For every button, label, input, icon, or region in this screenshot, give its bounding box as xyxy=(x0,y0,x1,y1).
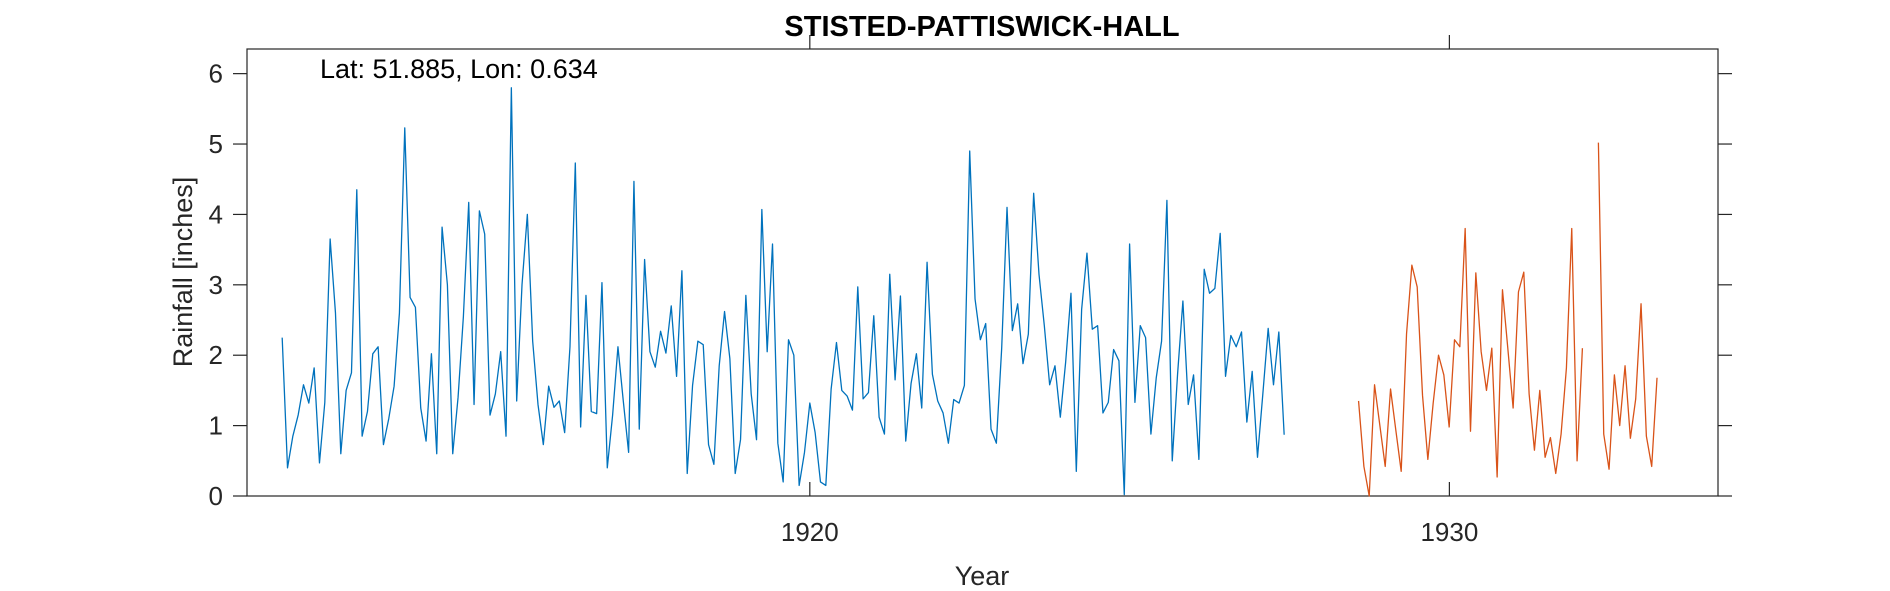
y-tick-label: 0 xyxy=(209,481,223,511)
axis-ticks: 0 1 2 3 4 5 6 1920 1930 xyxy=(209,35,1732,547)
y-tick-label: 3 xyxy=(209,270,223,300)
chart-title: STISTED-PATTISWICK-HALL xyxy=(784,11,1179,43)
x-axis-label: Year xyxy=(955,561,1010,591)
series-line-1 xyxy=(281,87,1285,496)
series-line-2 xyxy=(1357,142,1658,497)
y-tick-label: 4 xyxy=(209,199,223,229)
y-tick-label: 2 xyxy=(209,340,223,370)
y-tick-label: 1 xyxy=(209,411,223,441)
series-layer xyxy=(281,87,1658,497)
x-tick-label: 1920 xyxy=(781,517,839,547)
y-axis-label: Rainfall [inches] xyxy=(168,177,198,368)
coordinates-annotation: Lat: 51.885, Lon: 0.634 xyxy=(320,54,598,84)
x-tick-label: 1930 xyxy=(1420,517,1478,547)
y-tick-label: 6 xyxy=(209,59,223,89)
plot-area-frame xyxy=(246,48,1719,497)
y-tick-label: 5 xyxy=(209,129,223,159)
